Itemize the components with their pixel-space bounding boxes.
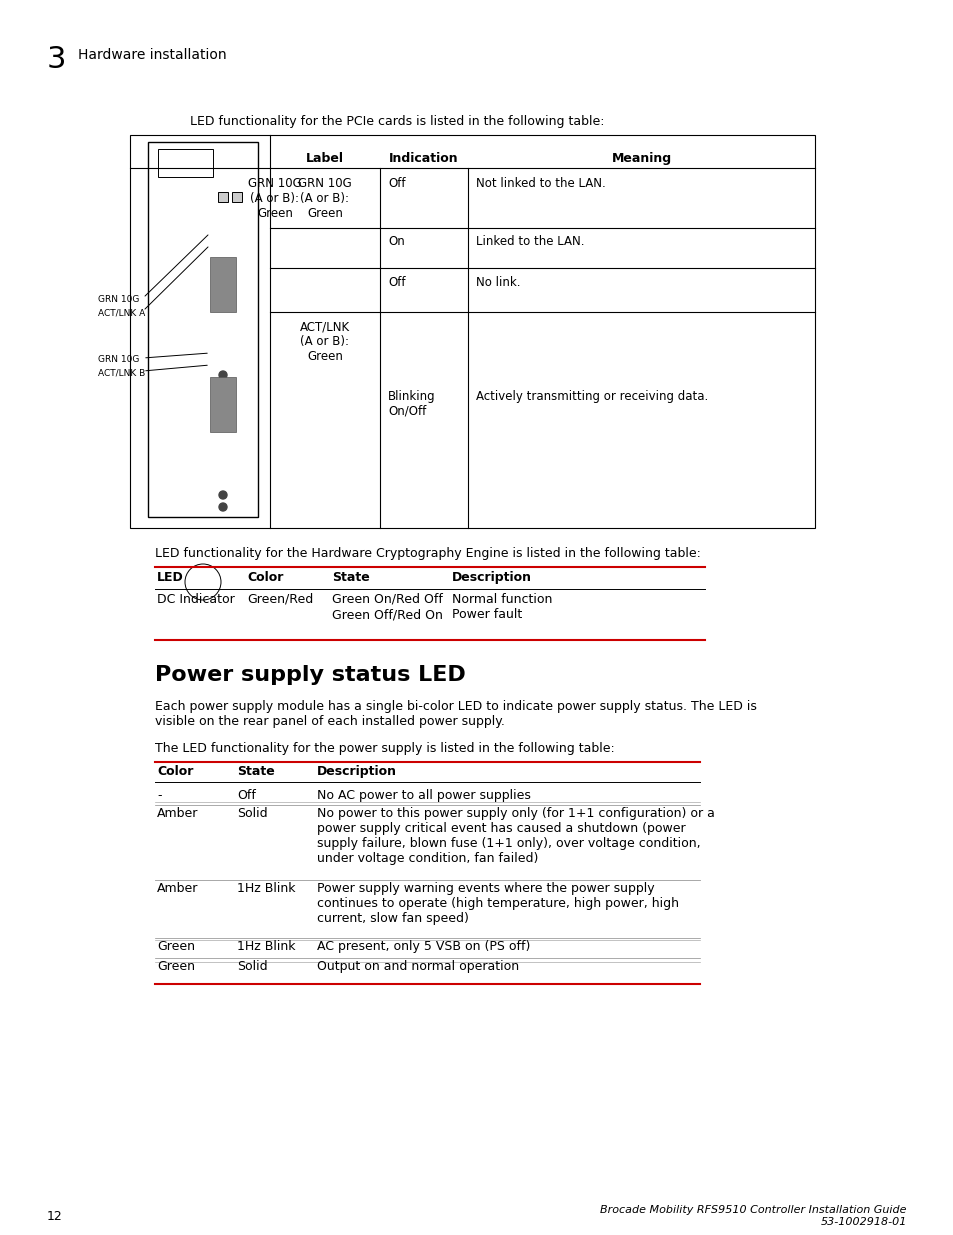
Text: 1Hz Blink: 1Hz Blink <box>236 882 295 895</box>
Text: No link.: No link. <box>476 275 520 289</box>
Text: Blinking
On/Off: Blinking On/Off <box>388 390 436 417</box>
Text: Off: Off <box>236 789 255 802</box>
Text: DC Indicator: DC Indicator <box>157 593 234 606</box>
Text: ACT/LNK
(A or B):
Green: ACT/LNK (A or B): Green <box>299 320 350 363</box>
Text: Color: Color <box>157 764 193 778</box>
Circle shape <box>219 492 227 499</box>
Text: ACT/LNK A: ACT/LNK A <box>98 308 145 317</box>
Text: LED functionality for the PCIe cards is listed in the following table:: LED functionality for the PCIe cards is … <box>190 115 604 128</box>
Text: Off: Off <box>388 177 405 190</box>
Text: Actively transmitting or receiving data.: Actively transmitting or receiving data. <box>476 390 707 403</box>
Text: LED: LED <box>157 571 184 584</box>
Text: State: State <box>332 571 370 584</box>
Text: Power supply warning events where the power supply
continues to operate (high te: Power supply warning events where the po… <box>316 882 679 925</box>
Text: Power supply status LED: Power supply status LED <box>154 664 465 685</box>
Text: Linked to the LAN.: Linked to the LAN. <box>476 235 584 248</box>
Text: Hardware installation: Hardware installation <box>78 48 227 62</box>
Text: Color: Color <box>247 571 283 584</box>
Text: Indication: Indication <box>389 152 458 165</box>
Text: Solid: Solid <box>236 960 268 973</box>
Text: Amber: Amber <box>157 882 198 895</box>
Text: 1Hz Blink: 1Hz Blink <box>236 940 295 953</box>
Text: Each power supply module has a single bi-color LED to indicate power supply stat: Each power supply module has a single bi… <box>154 700 756 727</box>
Text: Label: Label <box>306 152 344 165</box>
Circle shape <box>219 370 227 379</box>
Text: Green On/Red Off
Green Off/Red On: Green On/Red Off Green Off/Red On <box>332 593 442 621</box>
Text: Green: Green <box>157 940 194 953</box>
Text: Not linked to the LAN.: Not linked to the LAN. <box>476 177 605 190</box>
Text: State: State <box>236 764 274 778</box>
Text: 12: 12 <box>47 1210 63 1223</box>
Text: 3: 3 <box>47 44 67 74</box>
Text: Brocade Mobility RFS9510 Controller Installation Guide
53-1002918-01: Brocade Mobility RFS9510 Controller Inst… <box>599 1205 906 1226</box>
Text: No AC power to all power supplies: No AC power to all power supplies <box>316 789 530 802</box>
Circle shape <box>185 564 221 600</box>
Circle shape <box>219 383 227 391</box>
Text: Amber: Amber <box>157 806 198 820</box>
Text: AC present, only 5 VSB on (PS off): AC present, only 5 VSB on (PS off) <box>316 940 530 953</box>
Text: Off: Off <box>388 275 405 289</box>
Bar <box>148 142 257 517</box>
Bar <box>210 257 235 312</box>
Bar <box>158 149 213 177</box>
Text: Solid: Solid <box>236 806 268 820</box>
Bar <box>218 191 228 203</box>
Text: Green: Green <box>157 960 194 973</box>
Text: Meaning: Meaning <box>611 152 671 165</box>
Text: Description: Description <box>452 571 532 584</box>
Circle shape <box>219 503 227 511</box>
Text: -: - <box>157 789 161 802</box>
Text: Normal function
Power fault: Normal function Power fault <box>452 593 552 621</box>
Text: Output on and normal operation: Output on and normal operation <box>316 960 518 973</box>
Bar <box>130 135 814 529</box>
Text: The LED functionality for the power supply is listed in the following table:: The LED functionality for the power supp… <box>154 742 614 755</box>
Bar <box>232 191 242 203</box>
Text: GRN 10G: GRN 10G <box>98 295 139 304</box>
Text: LED functionality for the Hardware Cryptography Engine is listed in the followin: LED functionality for the Hardware Crypt… <box>154 547 700 559</box>
Bar <box>210 377 235 432</box>
Text: ACT/LNK B: ACT/LNK B <box>98 368 145 377</box>
Text: Green/Red: Green/Red <box>247 593 313 606</box>
Text: GRN 10G
(A or B):
Green: GRN 10G (A or B): Green <box>297 177 352 220</box>
Text: GRN 10G
(A or B):
Green: GRN 10G (A or B): Green <box>248 177 301 220</box>
Text: On: On <box>388 235 404 248</box>
Text: GRN 10G: GRN 10G <box>98 354 139 364</box>
Text: No power to this power supply only (for 1+1 configuration) or a
power supply cri: No power to this power supply only (for … <box>316 806 714 864</box>
Text: Description: Description <box>316 764 396 778</box>
